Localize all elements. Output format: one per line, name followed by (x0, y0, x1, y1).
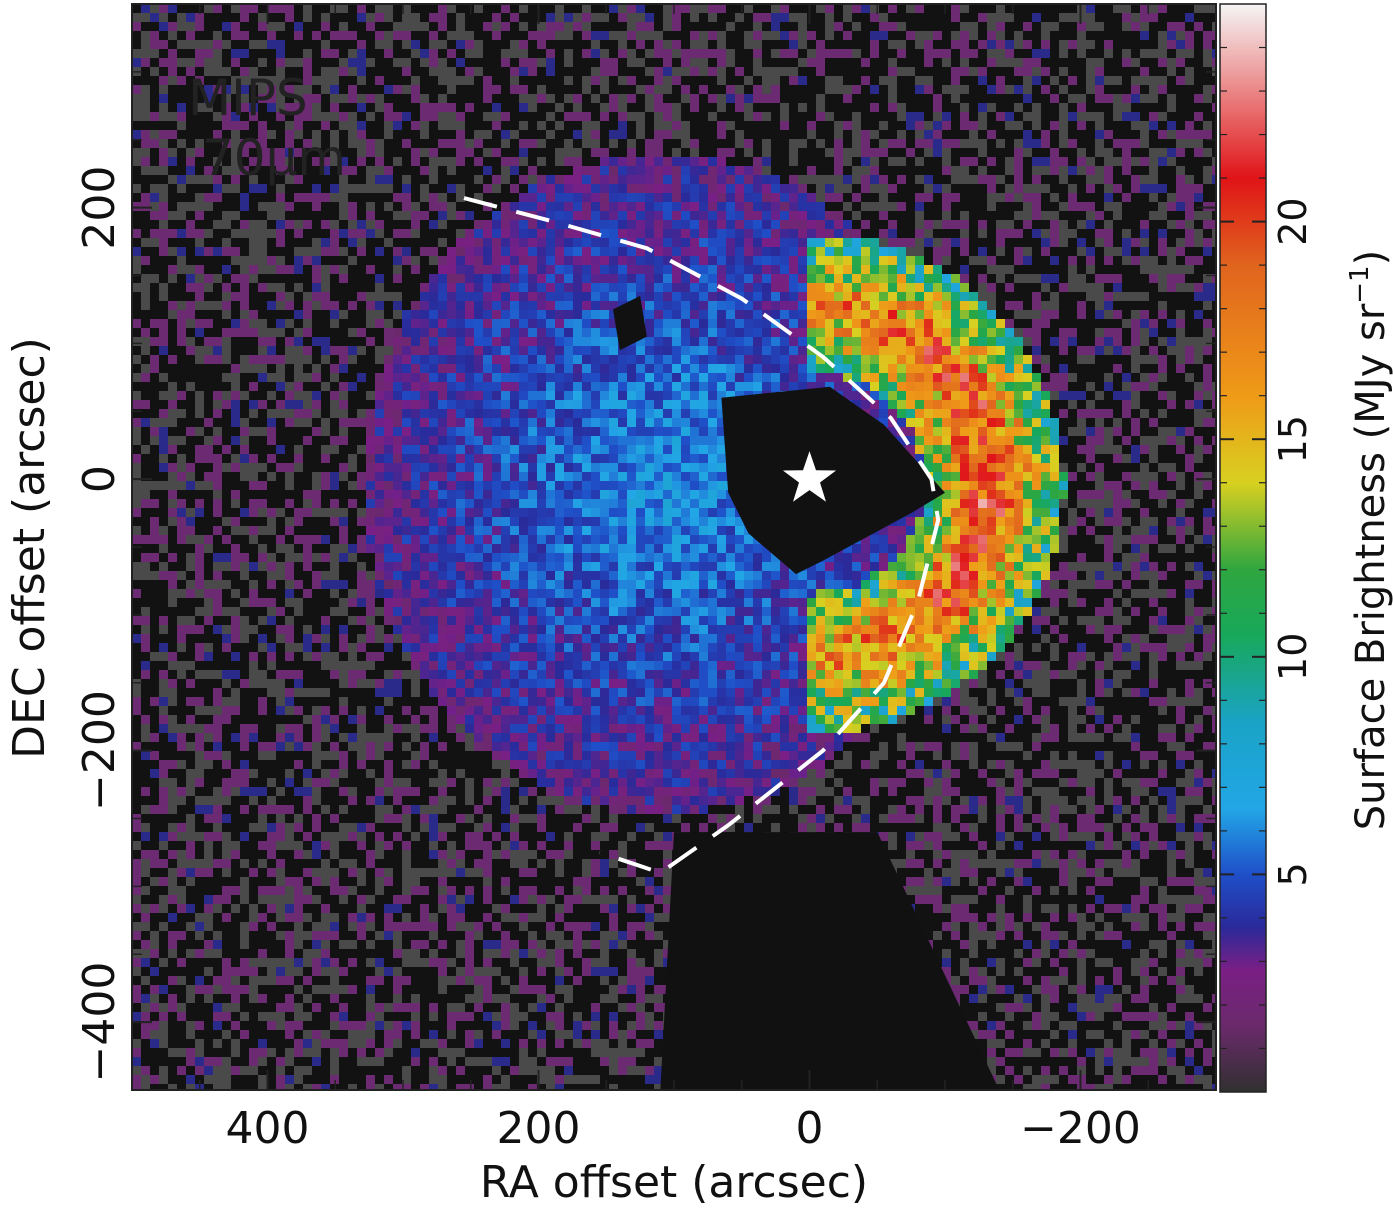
overlay-text-line-2: 70μm (202, 129, 346, 187)
colorbar-title: Surface Brightness (MJy sr−1) (1345, 250, 1393, 830)
masked-region-center (721, 386, 945, 575)
x-axis-ticks: 400 200 0 −200 (131, 4, 1217, 1154)
y-axis-ticks: 200 0 −200 −400 (74, 3, 1216, 1091)
colorbar-tick-label: 20 (1271, 197, 1315, 245)
x-axis-title: RA offset (arcsec) (480, 1157, 868, 1208)
y-tick-label: 0 (74, 465, 125, 493)
x-tick-label: −200 (1020, 1103, 1141, 1154)
star-marker-icon (782, 451, 837, 502)
colorbar-gradient (1219, 3, 1267, 1093)
x-tick-label: 200 (497, 1103, 581, 1154)
x-tick-label: 400 (226, 1103, 310, 1154)
colorbar-tick-label: 5 (1271, 862, 1315, 886)
heatmap-pixels (132, 4, 1216, 1090)
y-axis-title: DEC offset (arcsec) (4, 337, 55, 759)
masked-region-northwest (613, 295, 647, 351)
colorbar: 5 10 15 20 Surface Brightness (MJy sr−1) (1219, 3, 1393, 1093)
colorbar-tick-label: 15 (1271, 415, 1315, 463)
masked-region-south (660, 832, 1000, 1090)
y-tick-label: 200 (74, 166, 125, 250)
y-tick-label: −200 (74, 690, 125, 811)
overlay-text-line-1: MIPS (188, 69, 308, 127)
colorbar-tick-label: 10 (1271, 633, 1315, 681)
colorbar-ticks: 5 10 15 20 (1220, 46, 1315, 1050)
y-tick-label: −400 (74, 962, 125, 1083)
x-tick-label: 0 (796, 1103, 824, 1154)
heatmap-plot-area (132, 4, 1216, 1090)
